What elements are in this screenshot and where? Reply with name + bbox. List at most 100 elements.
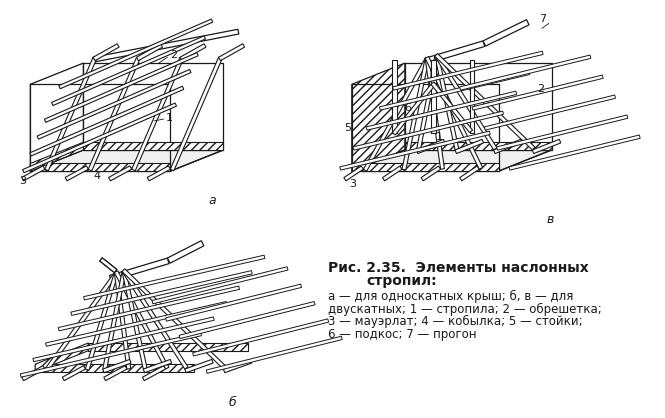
Polygon shape: [352, 163, 499, 171]
Polygon shape: [366, 91, 517, 130]
Text: а — для односкатных крыш; б, в — для: а — для односкатных крыш; б, в — для: [328, 290, 573, 303]
Polygon shape: [206, 336, 342, 373]
Text: 2: 2: [537, 84, 544, 94]
Polygon shape: [23, 103, 176, 173]
Polygon shape: [122, 269, 226, 369]
Polygon shape: [425, 58, 444, 169]
Text: Рис. 2.35.  Элементы наслонных: Рис. 2.35. Элементы наслонных: [328, 261, 589, 275]
Polygon shape: [380, 71, 530, 110]
Polygon shape: [392, 51, 543, 90]
Polygon shape: [46, 301, 227, 346]
Text: 3: 3: [349, 179, 356, 189]
Text: б: б: [228, 396, 236, 409]
Polygon shape: [223, 359, 252, 373]
Polygon shape: [431, 60, 436, 133]
Text: 4: 4: [93, 171, 100, 181]
Polygon shape: [179, 301, 315, 339]
Polygon shape: [114, 271, 169, 369]
Polygon shape: [132, 57, 184, 171]
Polygon shape: [402, 58, 429, 170]
Polygon shape: [35, 364, 194, 372]
Polygon shape: [392, 60, 397, 133]
Polygon shape: [431, 82, 473, 133]
Polygon shape: [142, 366, 166, 381]
Polygon shape: [392, 84, 434, 135]
Polygon shape: [31, 63, 83, 171]
Polygon shape: [45, 53, 198, 122]
Polygon shape: [219, 44, 245, 61]
Polygon shape: [30, 86, 184, 156]
Polygon shape: [110, 258, 169, 281]
Polygon shape: [22, 366, 45, 381]
Polygon shape: [93, 44, 119, 61]
Text: 3 — мауэрлат; 4 — кобылка; 5 — стойки;: 3 — мауэрлат; 4 — кобылка; 5 — стойки;: [328, 315, 583, 328]
Text: 7: 7: [539, 14, 546, 24]
Polygon shape: [52, 36, 205, 106]
Polygon shape: [59, 19, 213, 89]
Polygon shape: [170, 57, 222, 171]
Polygon shape: [455, 139, 483, 153]
Polygon shape: [416, 56, 439, 150]
Polygon shape: [193, 319, 329, 356]
Polygon shape: [340, 131, 490, 170]
Polygon shape: [363, 58, 428, 171]
Polygon shape: [143, 359, 172, 373]
Polygon shape: [483, 20, 529, 46]
Polygon shape: [460, 166, 479, 181]
Text: 6: 6: [404, 103, 411, 113]
Polygon shape: [104, 366, 127, 381]
Polygon shape: [493, 139, 522, 153]
Polygon shape: [185, 359, 213, 373]
Polygon shape: [63, 366, 85, 381]
Polygon shape: [166, 284, 301, 321]
Text: 6 — подкос; 7 — прогон: 6 — подкос; 7 — прогон: [328, 328, 476, 341]
Polygon shape: [180, 44, 206, 61]
Polygon shape: [472, 75, 603, 110]
Polygon shape: [100, 258, 117, 273]
Polygon shape: [382, 166, 402, 181]
Polygon shape: [152, 267, 288, 304]
Polygon shape: [421, 166, 441, 181]
Polygon shape: [20, 332, 201, 377]
Polygon shape: [103, 359, 131, 373]
Polygon shape: [85, 273, 118, 370]
Polygon shape: [88, 343, 247, 351]
Polygon shape: [136, 44, 162, 61]
Polygon shape: [103, 272, 126, 370]
Polygon shape: [93, 29, 239, 62]
Text: двускатных; 1 — стропила; 2 — обрешетка;: двускатных; 1 — стропила; 2 — обрешетка;: [328, 303, 601, 316]
Polygon shape: [22, 166, 45, 181]
Polygon shape: [484, 95, 616, 130]
Text: стропил:: стропил:: [366, 275, 437, 288]
Polygon shape: [84, 255, 265, 300]
Polygon shape: [168, 241, 204, 263]
Polygon shape: [352, 63, 405, 171]
Polygon shape: [416, 139, 445, 153]
Polygon shape: [122, 270, 188, 369]
Polygon shape: [435, 56, 459, 150]
Polygon shape: [344, 166, 363, 181]
Polygon shape: [353, 111, 503, 150]
Polygon shape: [352, 150, 551, 171]
Polygon shape: [108, 166, 132, 181]
Text: а: а: [209, 194, 217, 206]
Text: 1: 1: [436, 133, 443, 143]
Polygon shape: [405, 142, 551, 150]
Polygon shape: [435, 54, 497, 150]
Polygon shape: [469, 60, 474, 133]
Polygon shape: [37, 69, 191, 139]
Text: 5: 5: [344, 123, 351, 133]
Text: 2: 2: [170, 50, 178, 60]
Polygon shape: [147, 166, 170, 181]
Polygon shape: [65, 166, 88, 181]
Polygon shape: [100, 258, 117, 273]
Polygon shape: [88, 57, 140, 171]
Polygon shape: [45, 57, 96, 171]
Polygon shape: [71, 270, 252, 316]
Polygon shape: [83, 142, 223, 150]
Polygon shape: [31, 150, 223, 171]
Polygon shape: [35, 343, 88, 372]
Polygon shape: [59, 286, 239, 331]
Text: 1: 1: [166, 113, 172, 123]
Text: 3: 3: [19, 176, 26, 186]
